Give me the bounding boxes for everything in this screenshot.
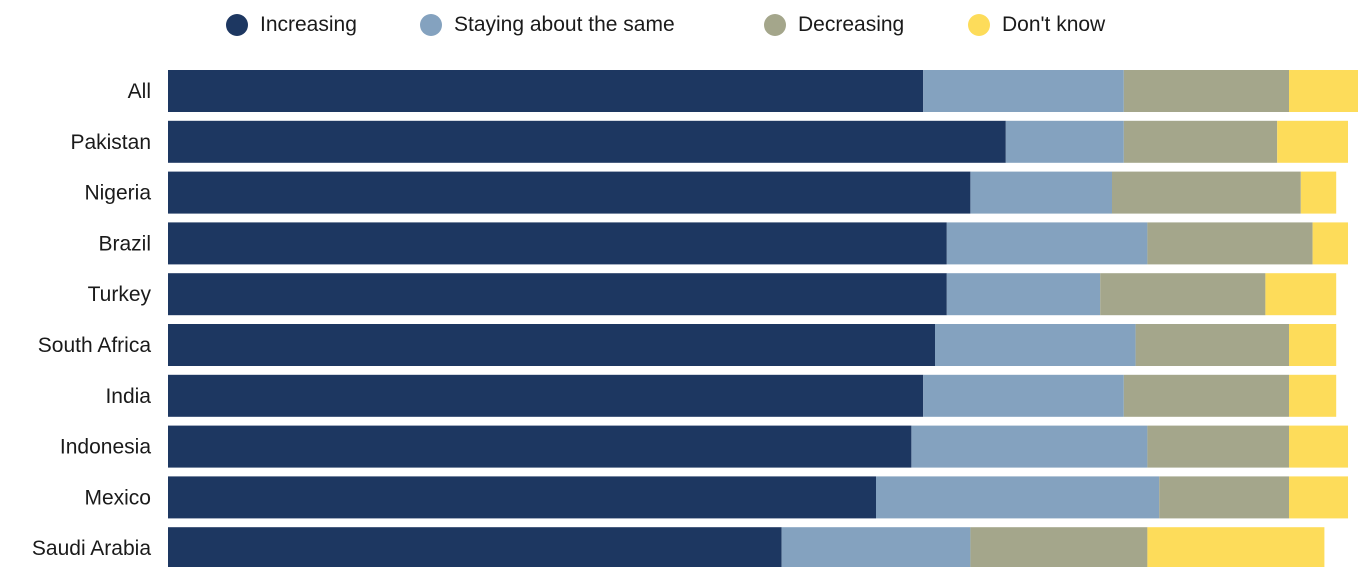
bar-turkey-increasing: [168, 273, 947, 316]
category-label-all: All: [128, 80, 151, 103]
legend-marker-dont-know: [968, 14, 990, 36]
legend-marker-same: [420, 14, 442, 36]
bar-turkey-decreasing: [1100, 273, 1266, 316]
bar-turkey-staying-about-the-same: [946, 273, 1101, 316]
category-label-indonesia: Indonesia: [60, 436, 151, 459]
bar-indonesia-staying-about-the-same: [911, 425, 1148, 468]
category-label-saudi-arabia: Saudi Arabia: [32, 537, 151, 560]
bar-pakistan-staying-about-the-same: [1005, 120, 1124, 163]
legend-item-same: Staying about the same: [420, 12, 675, 38]
bar-indonesia-decreasing: [1147, 425, 1289, 468]
bar-nigeria-don-t-know: [1300, 171, 1337, 214]
category-label-mexico: Mexico: [84, 486, 151, 509]
bar-pakistan-decreasing: [1123, 120, 1278, 163]
bar-india-decreasing: [1123, 374, 1289, 417]
bar-south-africa-staying-about-the-same: [935, 324, 1136, 366]
bar-south-africa-increasing: [168, 324, 935, 366]
legend-item-decreasing: Decreasing: [764, 12, 904, 38]
bar-all-staying-about-the-same: [923, 70, 1124, 112]
bar-south-africa-decreasing: [1135, 324, 1289, 366]
bar-all-decreasing: [1123, 70, 1289, 112]
category-label-nigeria: Nigeria: [84, 182, 151, 205]
bar-south-africa-don-t-know: [1289, 324, 1337, 366]
bar-saudi-arabia-decreasing: [970, 527, 1148, 567]
bar-saudi-arabia-don-t-know: [1147, 527, 1325, 567]
legend-label-same: Staying about the same: [454, 13, 675, 36]
bar-all-don-t-know: [1289, 70, 1358, 112]
bar-india-increasing: [168, 374, 924, 417]
category-label-turkey: Turkey: [88, 283, 152, 306]
legend-item-dont-know: Don't know: [968, 12, 1105, 38]
legend-label-increasing: Increasing: [260, 13, 357, 36]
legend-label-decreasing: Decreasing: [798, 13, 905, 36]
bar-brazil-don-t-know: [1312, 222, 1348, 265]
bar-turkey-don-t-know: [1265, 273, 1337, 316]
bar-india-don-t-know: [1289, 374, 1337, 417]
bar-indonesia-increasing: [168, 425, 912, 468]
bar-brazil-staying-about-the-same: [946, 222, 1148, 265]
bar-all-increasing: [168, 70, 924, 112]
category-label-pakistan: Pakistan: [70, 131, 151, 154]
bar-saudi-arabia-increasing: [168, 527, 782, 567]
bar-nigeria-staying-about-the-same: [970, 171, 1112, 214]
bar-brazil-decreasing: [1147, 222, 1313, 265]
bar-saudi-arabia-staying-about-the-same: [781, 527, 971, 567]
bar-india-staying-about-the-same: [923, 374, 1124, 417]
category-label-brazil: Brazil: [98, 232, 151, 255]
category-label-india: India: [105, 385, 151, 408]
bar-nigeria-increasing: [168, 171, 971, 214]
bar-pakistan-increasing: [168, 120, 1006, 163]
chart-legend: Increasing Staying about the same Decrea…: [0, 0, 1358, 50]
bar-mexico-increasing: [168, 476, 876, 519]
legend-item-increasing: Increasing: [226, 12, 357, 38]
bar-nigeria-decreasing: [1112, 171, 1301, 214]
bar-brazil-increasing: [168, 222, 947, 265]
bar-pakistan-don-t-know: [1277, 120, 1348, 163]
bar-mexico-don-t-know: [1289, 476, 1348, 519]
legend-marker-increasing: [226, 14, 248, 36]
bar-mexico-staying-about-the-same: [876, 476, 1160, 519]
bar-mexico-decreasing: [1159, 476, 1289, 519]
legend-label-dont-know: Don't know: [1002, 13, 1106, 36]
bar-indonesia-don-t-know: [1289, 425, 1348, 468]
legend-marker-decreasing: [764, 14, 786, 36]
category-label-south-africa: South Africa: [38, 334, 152, 357]
